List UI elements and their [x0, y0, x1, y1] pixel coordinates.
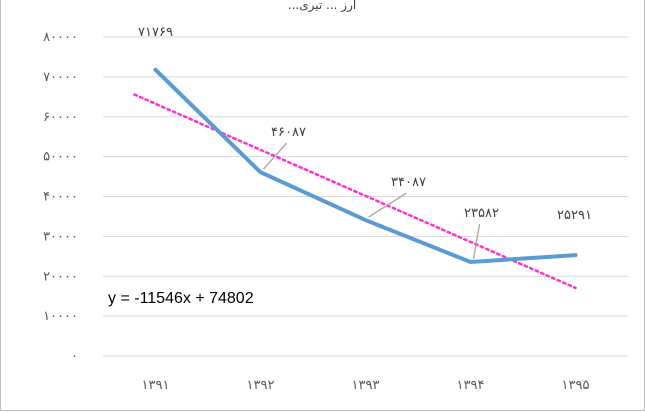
y-tick-label: ۸۰۰۰۰: [43, 30, 78, 45]
data-label: ۲۳۵۸۲: [464, 206, 499, 221]
data-label: ۳۴۰۸۷: [391, 175, 426, 190]
data-label-leader: [263, 142, 287, 170]
y-tick-label: ۱۰۰۰۰: [43, 309, 78, 324]
y-tick-label: ۴۰۰۰۰: [43, 190, 78, 205]
x-tick-label: ۱۳۹۱: [142, 378, 170, 393]
y-tick-label: ۶۰۰۰۰: [43, 110, 78, 125]
trendline-layer: [133, 93, 577, 290]
series-layer: [153, 67, 578, 264]
data-label: ۷۱۷۶۹: [138, 25, 173, 40]
y-tick-label: ۰: [71, 349, 78, 364]
data-label-leader: [368, 192, 407, 218]
x-tick-label: ۱۳۹۵: [562, 378, 590, 393]
data-label: ۲۵۲۹۱: [557, 208, 592, 223]
data-label: ۴۶۰۸۷: [271, 125, 306, 140]
y-tick-label: ۳۰۰۰۰: [43, 229, 78, 244]
y-tick-label: ۵۰۰۰۰: [43, 150, 78, 165]
trendline-equation: y = -11546x + 74802: [108, 290, 254, 307]
x-axis-tick-labels: ۱۳۹۱ ۱۳۹۲ ۱۳۹۳ ۱۳۹۴ ۱۳۹۵: [142, 378, 590, 393]
x-tick-label: ۱۳۹۳: [352, 378, 380, 393]
data-label-leaders: [263, 142, 481, 260]
chart-title: ...ارز ... تیری: [288, 0, 356, 13]
x-tick-label: ۱۳۹۴: [457, 378, 485, 393]
y-axis-tick-labels: ۰ ۱۰۰۰۰ ۲۰۰۰۰ ۳۰۰۰۰ ۴۰۰۰۰ ۵۰۰۰۰ ۶۰۰۰۰ ۷۰۰۰۰ ۸۰۰۰…: [43, 30, 78, 364]
y-tick-label: ۷۰۰۰۰: [43, 70, 78, 85]
series-line: [153, 67, 578, 264]
data-labels: ۷۱۷۶۹ ۴۶۰۸۷ ۳۴۰۸۷ ۲۳۵۸۲ ۲۵۲۹۱: [138, 25, 592, 223]
data-label-leader: [472, 223, 481, 260]
trendline: [133, 93, 577, 290]
y-tick-label: ۲۰۰۰۰: [43, 269, 78, 284]
x-tick-label: ۱۳۹۲: [247, 378, 275, 393]
